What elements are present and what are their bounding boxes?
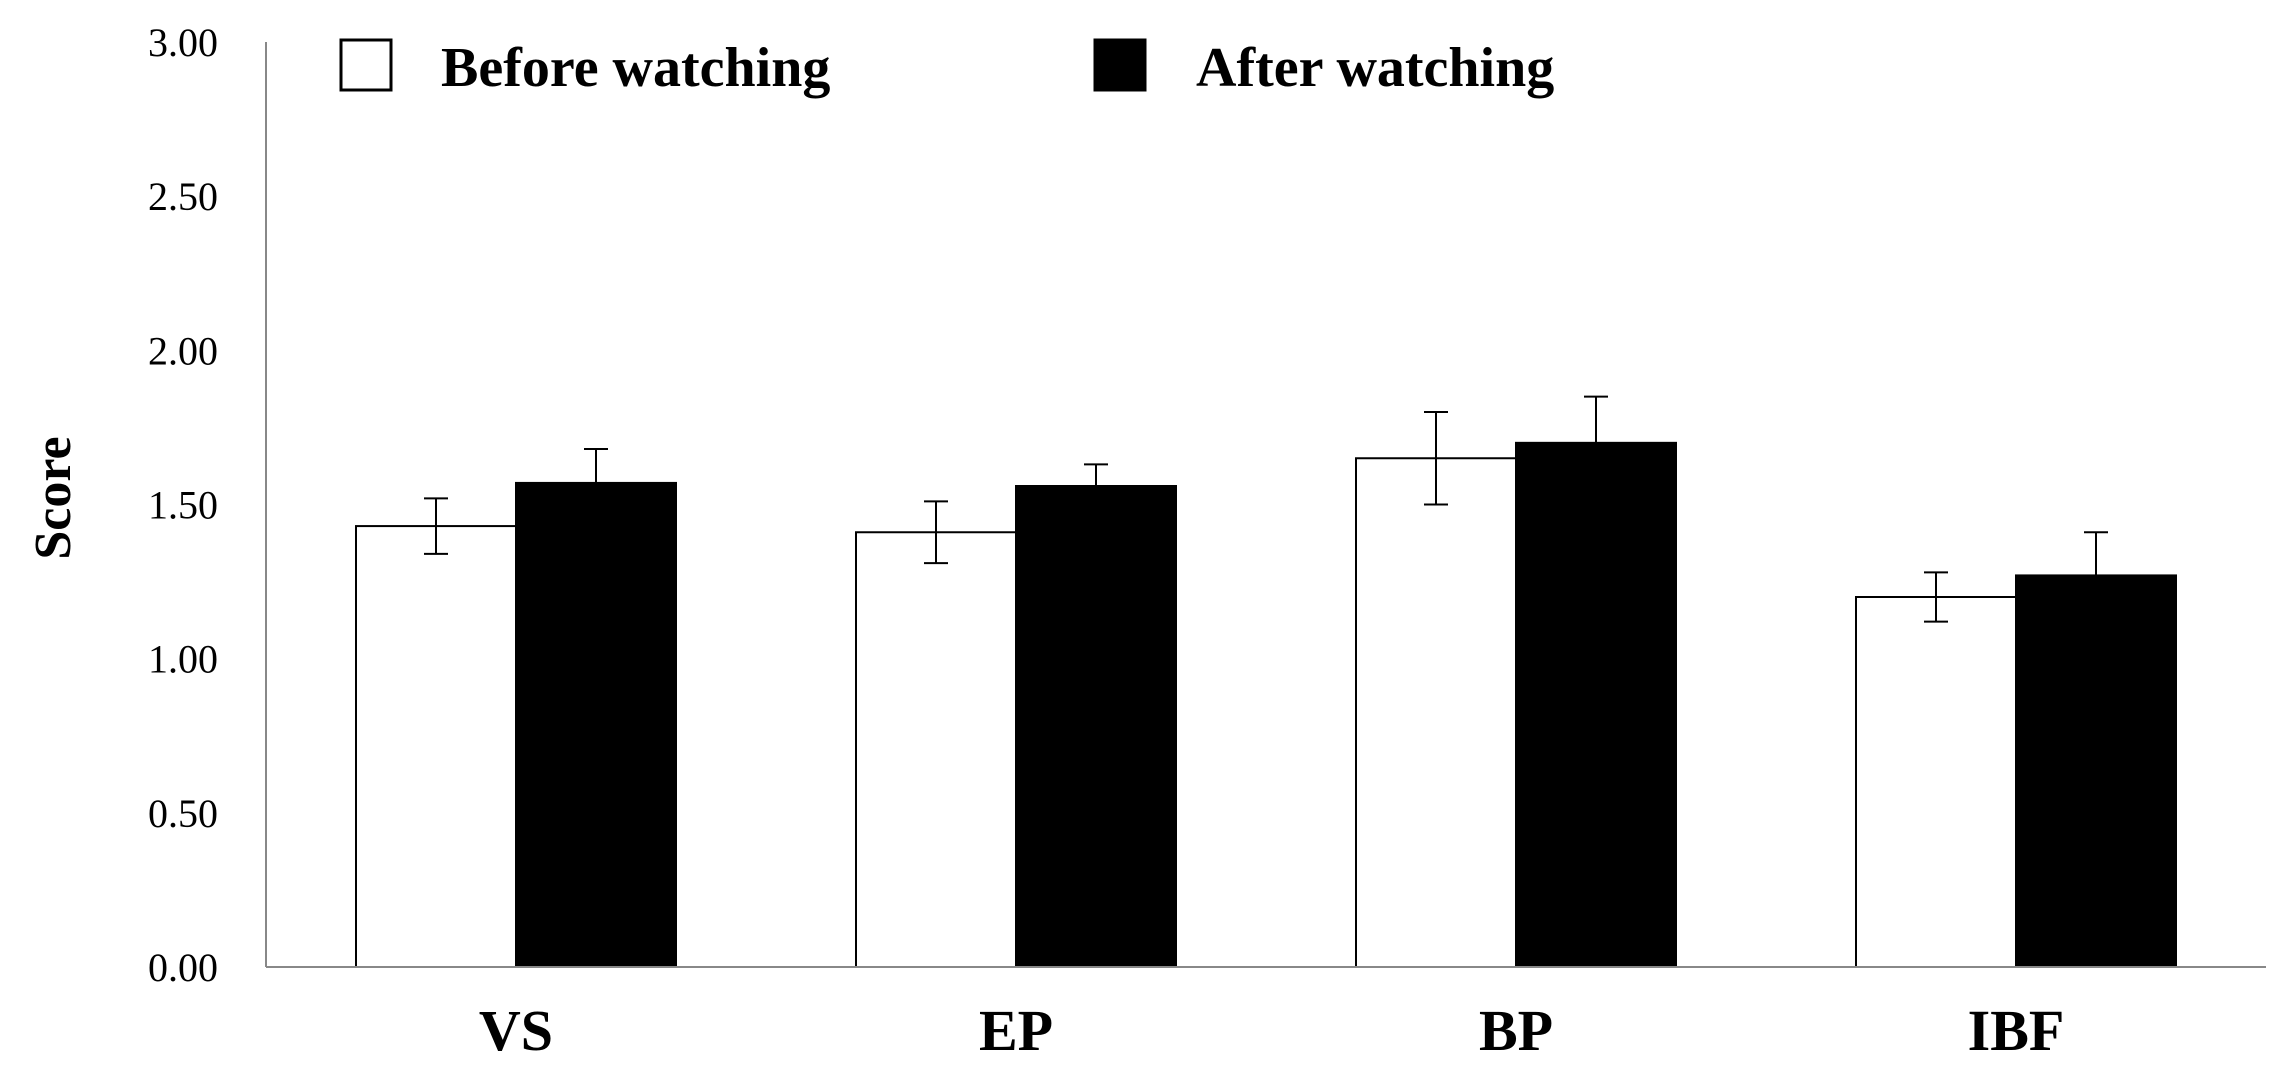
y-tick-label-3-00: 3.00 bbox=[148, 20, 218, 65]
y-tick-label-1-00: 1.00 bbox=[148, 637, 218, 682]
y-tick-label-1-50: 1.50 bbox=[148, 483, 218, 528]
bar-bp-after-watching bbox=[1515, 441, 1677, 969]
legend-label-after-watching: After watching bbox=[1196, 37, 1554, 99]
legend: Before watching After watching bbox=[339, 37, 1554, 99]
x-tick-label-bp: BP bbox=[1479, 998, 1553, 1063]
bar-ibf-before-watching bbox=[1855, 596, 2017, 968]
error-bars bbox=[424, 395, 2108, 623]
bar-vs-after-watching bbox=[515, 481, 677, 968]
y-tick-label-2-00: 2.00 bbox=[148, 328, 218, 373]
y-axis-ticks: 0.00 0.50 1.00 1.50 2.00 2.50 3.00 bbox=[148, 20, 218, 990]
x-tick-label-vs: VS bbox=[479, 998, 553, 1063]
x-tick-label-ibf: IBF bbox=[1968, 998, 2065, 1063]
x-tick-label-ep: EP bbox=[979, 998, 1053, 1063]
bar-bp-before-watching bbox=[1355, 457, 1517, 968]
y-tick-label-2-50: 2.50 bbox=[148, 174, 218, 219]
bar-vs-before-watching bbox=[355, 525, 517, 968]
bar-ep-after-watching bbox=[1015, 485, 1177, 968]
y-axis-title: Score bbox=[25, 436, 82, 559]
y-tick-label-0-50: 0.50 bbox=[148, 791, 218, 836]
legend-swatch-before-watching bbox=[339, 38, 393, 92]
x-axis-labels: VS EP BP IBF bbox=[479, 998, 2064, 1063]
bar-ibf-after-watching bbox=[2015, 574, 2177, 969]
y-tick-label-0-00: 0.00 bbox=[148, 945, 218, 990]
legend-label-before-watching: Before watching bbox=[441, 37, 830, 99]
bar-ep-before-watching bbox=[855, 531, 1017, 968]
legend-swatch-after-watching bbox=[1093, 38, 1147, 92]
bars bbox=[355, 441, 2177, 969]
